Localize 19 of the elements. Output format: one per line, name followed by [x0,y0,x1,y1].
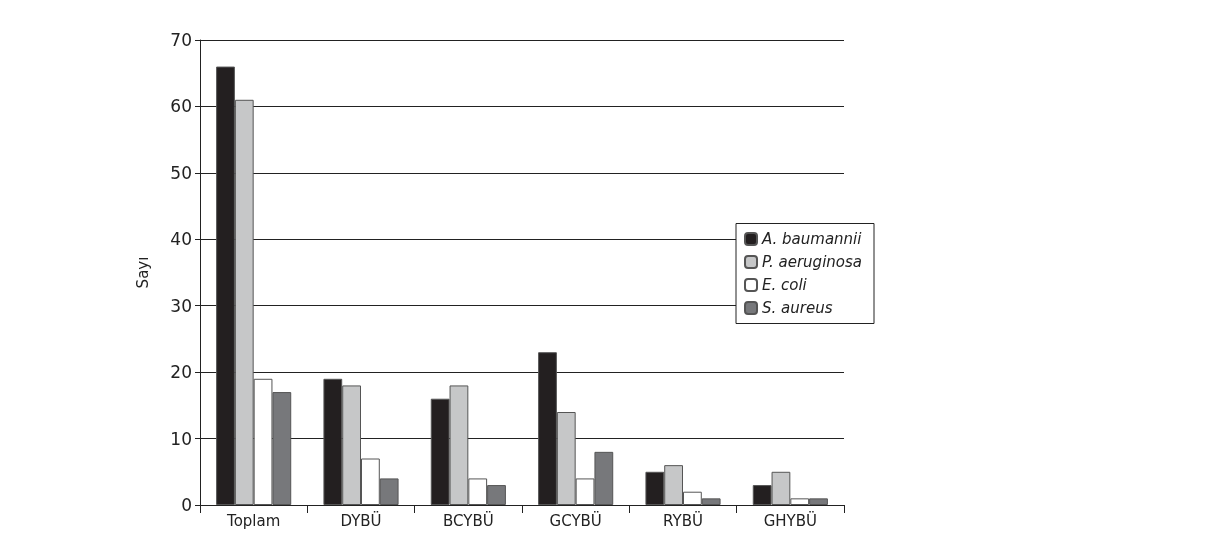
y-tick-label: 40 [170,229,192,250]
legend-label: A. baumannii [761,230,863,248]
legend-label: S. aureus [762,299,833,317]
y-tick-label: 70 [170,30,192,50]
x-tick-label: BCYBÜ [443,510,494,530]
x-tick-label: Toplam [226,511,281,530]
x-tick-label: GCYBÜ [549,510,602,530]
legend-label: E. coli [762,276,808,294]
y-tick-label: 60 [170,96,192,117]
y-tick-label: 20 [170,362,192,383]
y-tick-label: 50 [170,162,192,183]
x-tick-label: DYBÜ [340,510,382,530]
legend-label: P. aeruginosa [762,253,863,271]
x-tick-label: GHYBÜ [763,510,818,530]
y-tick-label: 30 [170,295,192,316]
y-axis-title: Sayı [133,256,152,289]
x-tick-label: RYBÜ [663,510,703,530]
y-tick-label: 10 [170,428,192,449]
y-tick-label: 0 [181,495,192,515]
